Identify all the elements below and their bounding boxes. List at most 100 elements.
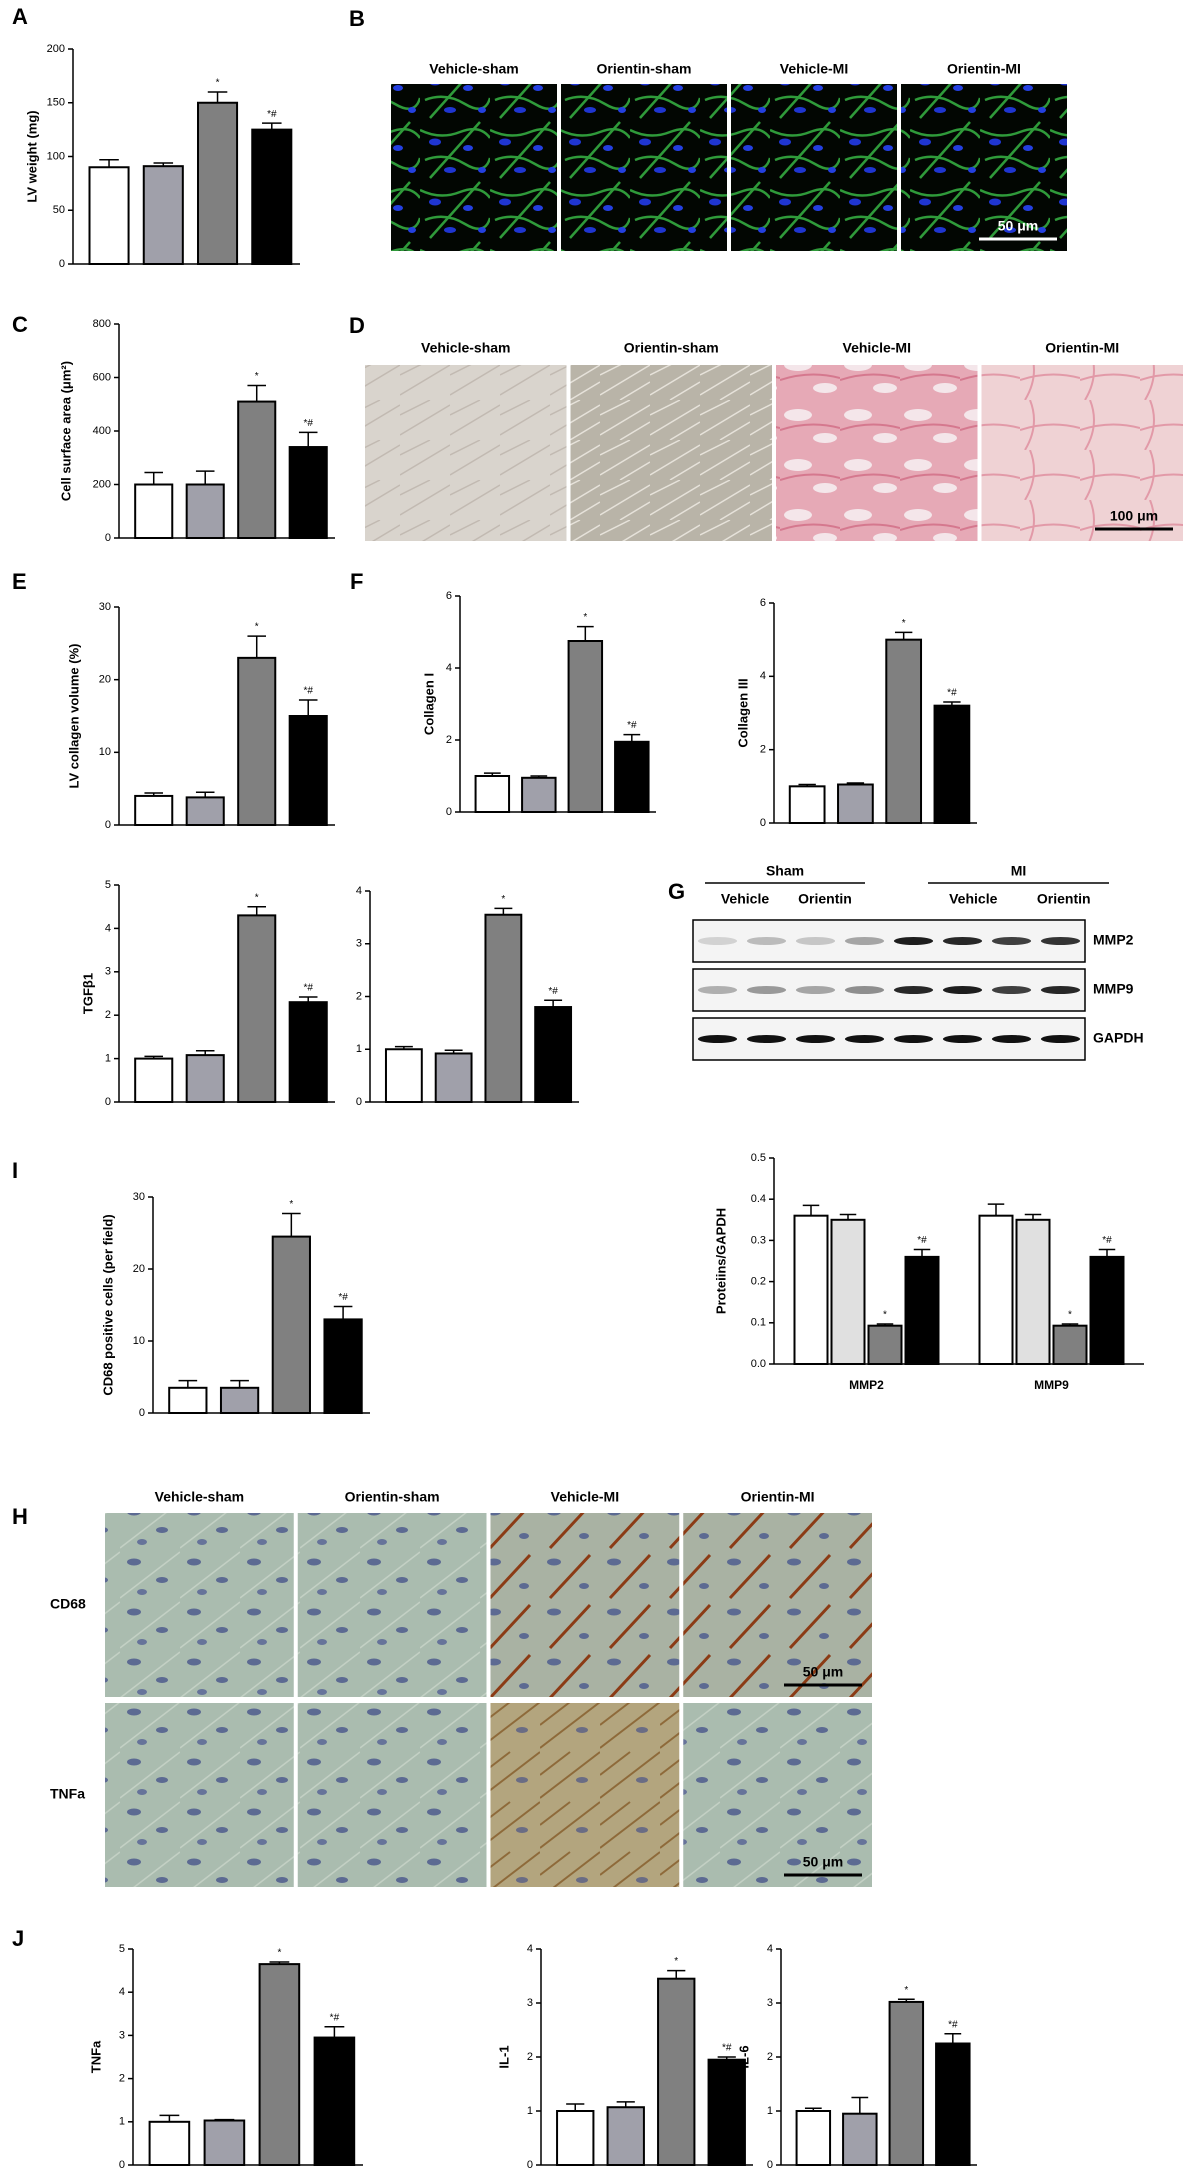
- panel-label: I: [12, 1158, 18, 1183]
- subgroup-label: Vehicle: [721, 891, 769, 907]
- image-title: Vehicle-MI: [780, 61, 848, 77]
- y-tick-label: 1: [527, 2105, 533, 2117]
- error-bar: [913, 1248, 931, 1257]
- micrograph-image: [105, 1513, 294, 1697]
- bar: [203, 2119, 246, 2166]
- blot-band: [893, 1035, 934, 1043]
- y-tick-label: 0: [356, 1096, 362, 1108]
- y-tick-label: 4: [760, 670, 766, 682]
- micrograph-image: [570, 365, 772, 541]
- blot-band: [991, 937, 1032, 945]
- blot-band: [697, 1035, 738, 1043]
- error-bar: [230, 1379, 249, 1388]
- blot-band: [893, 986, 934, 994]
- y-tick-label: 1: [767, 2105, 773, 2117]
- y-tick-label: 20: [99, 674, 111, 686]
- y-axis-label: LV collagen volume (%): [66, 644, 81, 789]
- error-bar: [894, 631, 913, 640]
- subgroup-label: Orientin: [1037, 891, 1091, 907]
- error-bar: [262, 122, 282, 130]
- group-label: Sham: [766, 863, 804, 879]
- blot-band: [1040, 986, 1081, 994]
- bar: [788, 785, 826, 824]
- blot-band: [795, 1035, 836, 1043]
- error-bar: [987, 1203, 1005, 1216]
- significance-label: *: [255, 371, 259, 382]
- y-tick-label: 0.3: [751, 1234, 766, 1246]
- image-title: Orientin-sham: [624, 340, 719, 356]
- error-bar: [667, 1969, 686, 1979]
- image-title: Vehicle-sham: [429, 61, 519, 77]
- bar: [142, 165, 184, 265]
- y-tick-label: 0: [119, 2159, 125, 2171]
- y-tick-label: 0.4: [751, 1193, 766, 1205]
- significance-label: *#: [722, 2043, 732, 2054]
- error-bar: [159, 2114, 180, 2122]
- significance-label: *#: [548, 986, 558, 997]
- blot-band: [991, 1035, 1032, 1043]
- bar: [567, 640, 604, 813]
- y-tick-label: 4: [767, 1943, 773, 1955]
- y-axis-label: IL-6: [736, 2045, 751, 2068]
- y-tick-label: 0: [760, 817, 766, 829]
- significance-label: *: [674, 1956, 678, 1967]
- bar: [885, 638, 923, 825]
- micrograph-image: [683, 1513, 872, 1697]
- blot-band: [893, 937, 934, 945]
- y-tick-label: 0.0: [751, 1358, 766, 1370]
- y-tick-label: 2: [527, 2051, 533, 2063]
- blot-band: [795, 937, 836, 945]
- significance-label: *: [255, 622, 259, 633]
- bar: [484, 913, 523, 1103]
- error-bar: [247, 384, 266, 402]
- y-tick-label: 0: [59, 258, 65, 270]
- blot-band: [1040, 937, 1081, 945]
- error-bar: [494, 907, 513, 915]
- error-bar: [566, 2103, 585, 2111]
- significance-label: *#: [947, 688, 957, 699]
- group-label: MI: [1011, 863, 1027, 879]
- y-tick-label: 10: [133, 1335, 145, 1347]
- significance-label: *: [289, 1199, 293, 1210]
- bar: [830, 1218, 866, 1366]
- micrograph-image: [297, 1513, 487, 1697]
- y-tick-label: 20: [133, 1263, 145, 1275]
- bar: [185, 1054, 225, 1104]
- bar: [384, 1048, 423, 1103]
- y-tick-label: 5: [105, 879, 111, 891]
- bar: [978, 1214, 1014, 1366]
- error-bar: [802, 1204, 820, 1216]
- significance-label: *: [216, 78, 220, 89]
- significance-label: *#: [627, 720, 637, 731]
- y-tick-label: 4: [527, 1943, 533, 1955]
- micrograph-image: [901, 84, 1067, 251]
- error-bar: [324, 2026, 345, 2038]
- significance-label: *: [501, 894, 505, 905]
- error-bar: [207, 91, 228, 103]
- y-tick-label: 0: [527, 2159, 533, 2171]
- y-tick-label: 2: [356, 990, 362, 1002]
- bar: [935, 2042, 971, 2166]
- bar: [134, 1057, 174, 1103]
- row-label: TNFa: [50, 1786, 85, 1802]
- error-bar: [247, 635, 266, 658]
- blot-band: [795, 986, 836, 994]
- bar: [837, 783, 874, 824]
- panel-label: J: [12, 1926, 24, 1951]
- y-tick-label: 30: [133, 1191, 145, 1203]
- row-label: CD68: [50, 1596, 86, 1612]
- micrograph-image: [683, 1703, 872, 1887]
- blot-band: [942, 1035, 983, 1043]
- error-bar: [282, 1212, 301, 1237]
- scale-bar-label: 50 μm: [998, 218, 1038, 234]
- bar: [251, 128, 293, 265]
- y-tick-label: 2: [119, 2073, 125, 2085]
- image-title: Orientin-sham: [597, 61, 692, 77]
- error-bar: [144, 471, 163, 485]
- bar: [1015, 1218, 1051, 1366]
- error-bar: [944, 2033, 962, 2044]
- micrograph-image: [561, 84, 727, 251]
- y-tick-label: 10: [99, 746, 111, 758]
- image-title: Vehicle-MI: [843, 340, 911, 356]
- micrograph-image: [391, 84, 557, 251]
